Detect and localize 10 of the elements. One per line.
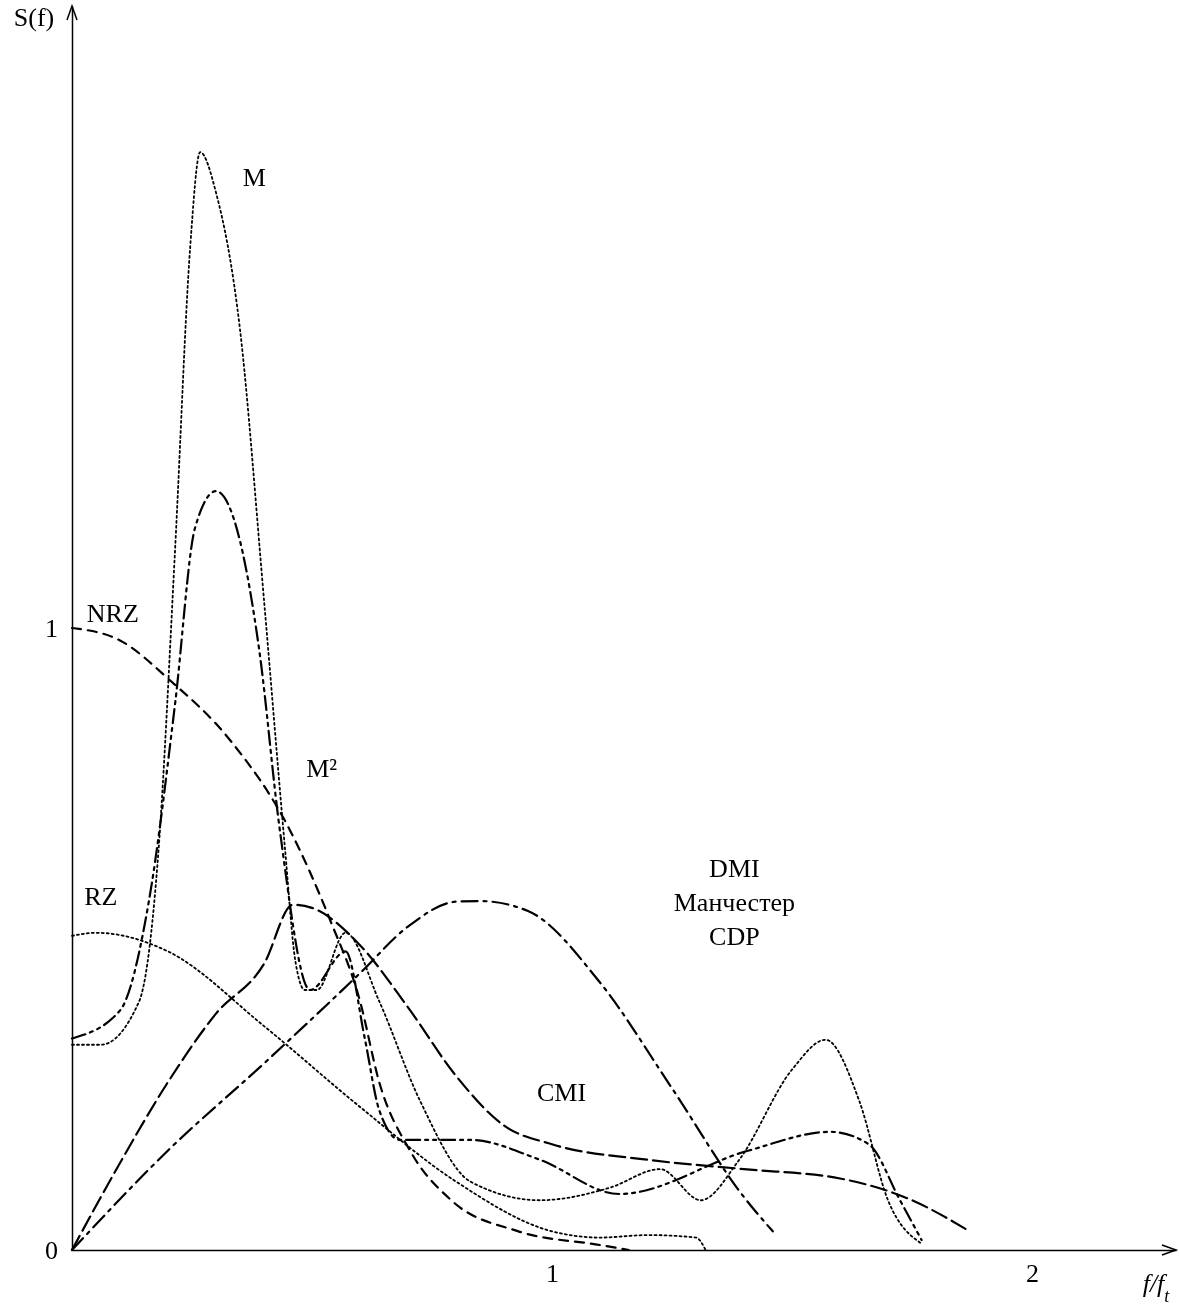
x-tick-label: 2	[1026, 1259, 1039, 1289]
y-tick-label: 0	[45, 1235, 58, 1265]
series-label: M²	[306, 754, 338, 784]
x-axis-title: f/f$_{t}$	[1142, 1269, 1171, 1306]
series-label: NRZ	[86, 598, 139, 628]
series-label: M	[242, 163, 266, 193]
text: DMI Манчестер CDP	[673, 853, 796, 951]
series-label: CMI	[537, 1077, 587, 1107]
y-axis-title: S(f)	[13, 3, 55, 32]
series-label: RZ	[84, 881, 118, 911]
